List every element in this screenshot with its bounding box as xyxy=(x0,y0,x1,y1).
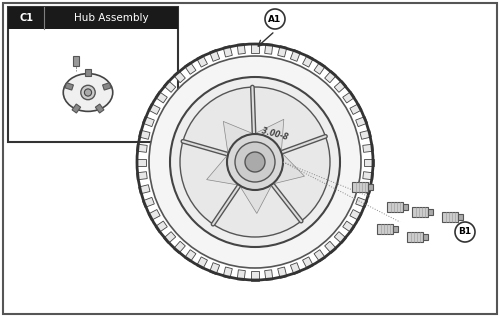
Text: A1: A1 xyxy=(268,15,281,23)
Bar xyxy=(368,184,373,190)
Circle shape xyxy=(235,142,275,182)
Circle shape xyxy=(265,9,285,29)
Text: 3.00-8: 3.00-8 xyxy=(261,126,289,142)
Bar xyxy=(302,55,314,67)
Bar xyxy=(210,263,220,275)
Bar xyxy=(350,104,362,114)
Bar xyxy=(142,197,154,207)
Bar xyxy=(363,172,374,180)
Bar xyxy=(377,224,393,234)
Bar xyxy=(334,232,346,243)
Circle shape xyxy=(245,152,265,172)
Polygon shape xyxy=(240,184,272,213)
Text: Hub Assembly: Hub Assembly xyxy=(74,13,148,23)
Bar xyxy=(148,210,160,220)
Bar xyxy=(364,158,374,165)
Bar xyxy=(423,234,428,240)
Bar xyxy=(278,46,287,57)
Bar xyxy=(334,81,346,92)
Bar xyxy=(412,207,428,217)
Bar xyxy=(442,212,458,222)
Bar xyxy=(155,92,168,103)
Bar xyxy=(8,7,178,29)
Bar xyxy=(252,43,258,53)
Bar xyxy=(290,49,300,61)
Bar xyxy=(264,270,273,281)
Polygon shape xyxy=(254,119,284,152)
Bar xyxy=(102,83,111,90)
Bar xyxy=(360,130,372,139)
Bar xyxy=(237,43,246,54)
Bar xyxy=(148,104,160,114)
Circle shape xyxy=(455,222,475,242)
Bar xyxy=(174,71,186,83)
Bar xyxy=(142,117,154,126)
Bar xyxy=(314,62,326,74)
Bar xyxy=(237,270,246,281)
Bar xyxy=(356,117,368,126)
Bar xyxy=(184,250,196,262)
Bar xyxy=(342,221,355,232)
Bar xyxy=(458,214,463,220)
Polygon shape xyxy=(224,121,254,154)
Bar xyxy=(223,46,232,57)
Polygon shape xyxy=(272,152,304,184)
Bar xyxy=(138,130,150,139)
Bar xyxy=(72,104,80,113)
Bar xyxy=(403,204,408,210)
Bar xyxy=(164,81,175,92)
Text: C1: C1 xyxy=(19,13,33,23)
Bar xyxy=(314,250,326,262)
Bar xyxy=(136,144,147,152)
Bar xyxy=(86,69,90,76)
Bar xyxy=(136,158,146,165)
Polygon shape xyxy=(206,154,240,185)
Bar xyxy=(223,267,232,278)
Bar xyxy=(252,271,258,281)
Bar xyxy=(428,209,433,215)
Bar xyxy=(324,241,336,253)
Bar xyxy=(65,83,74,90)
Bar xyxy=(350,210,362,220)
Bar xyxy=(278,267,287,278)
Circle shape xyxy=(84,89,91,96)
Bar xyxy=(136,172,147,180)
Circle shape xyxy=(149,56,361,268)
Bar xyxy=(184,62,196,74)
Bar xyxy=(164,232,175,243)
Bar xyxy=(196,55,207,67)
Circle shape xyxy=(227,134,283,190)
Bar xyxy=(8,7,178,142)
Bar xyxy=(196,257,207,269)
Bar xyxy=(138,185,150,194)
Bar xyxy=(363,144,374,152)
Text: B1: B1 xyxy=(458,228,471,236)
Bar xyxy=(174,241,186,253)
Bar xyxy=(393,226,398,232)
Bar xyxy=(324,71,336,83)
Bar xyxy=(73,55,79,66)
Bar xyxy=(360,185,372,194)
Circle shape xyxy=(170,77,340,247)
Bar xyxy=(264,43,273,54)
Bar xyxy=(302,257,314,269)
Circle shape xyxy=(81,85,95,100)
Circle shape xyxy=(180,87,330,237)
Bar xyxy=(155,221,168,232)
Bar xyxy=(210,49,220,61)
Bar xyxy=(342,92,355,103)
Bar xyxy=(352,182,368,192)
Bar xyxy=(356,197,368,207)
Bar xyxy=(407,232,423,242)
Bar xyxy=(290,263,300,275)
Bar xyxy=(96,104,104,113)
Bar xyxy=(387,202,403,212)
Ellipse shape xyxy=(63,74,113,111)
